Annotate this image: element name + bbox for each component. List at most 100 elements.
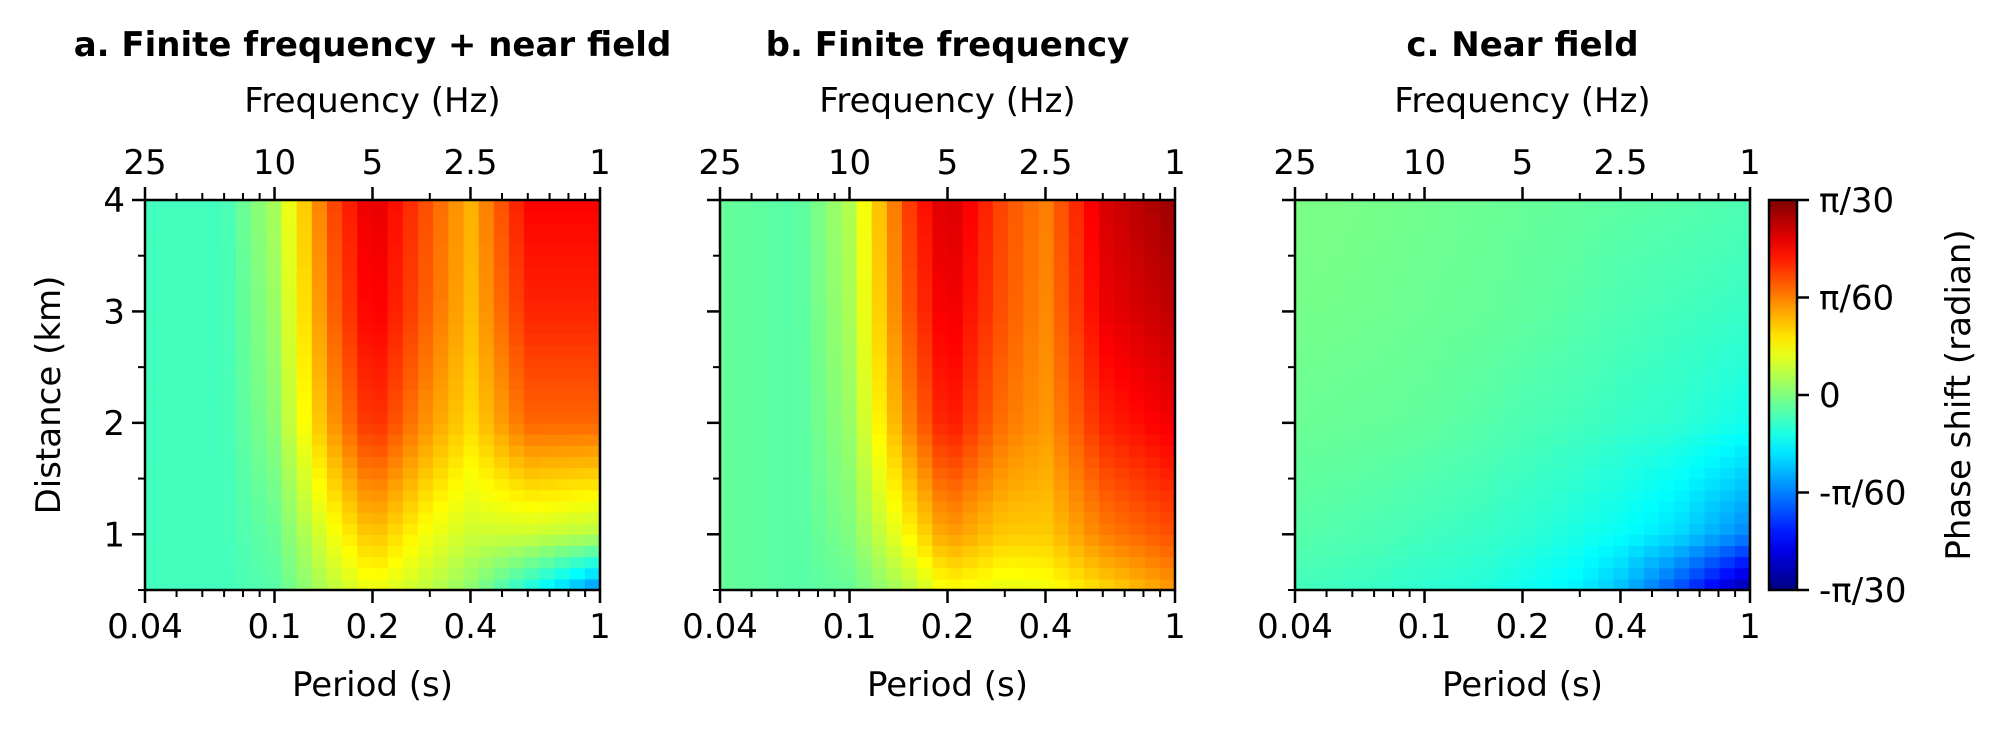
- heatmap-cell: [1310, 367, 1326, 379]
- heatmap-cell: [524, 478, 540, 491]
- heatmap-cell: [569, 400, 586, 413]
- heatmap-cell: [780, 567, 797, 580]
- heatmap-cell: [1084, 523, 1100, 535]
- heatmap-cell: [281, 545, 298, 558]
- heatmap-cell: [433, 244, 449, 257]
- heatmap-cell: [1719, 467, 1736, 480]
- heatmap-cell: [524, 333, 540, 346]
- heatmap-cell: [1340, 422, 1357, 435]
- heatmap-cell: [1144, 434, 1161, 446]
- heatmap-cell: [251, 222, 267, 235]
- heatmap-cell: [856, 545, 873, 558]
- heatmap-cell: [220, 266, 237, 279]
- heatmap-cell: [993, 356, 1009, 368]
- heatmap-cell: [1734, 545, 1751, 558]
- heatmap-cell: [478, 289, 495, 301]
- heatmap-cell: [841, 344, 858, 357]
- heatmap-cell: [1295, 489, 1311, 502]
- heatmap-cell: [1537, 422, 1554, 435]
- heatmap-cell: [584, 333, 601, 346]
- heatmap-cell: [1507, 356, 1524, 368]
- heatmap-cell: [1552, 422, 1569, 435]
- heatmap-cell: [160, 222, 176, 235]
- heatmap-cell: [1144, 278, 1161, 290]
- heatmap-cell: [311, 322, 328, 335]
- heatmap-cell: [190, 489, 207, 502]
- heatmap-cell: [478, 311, 495, 324]
- heatmap-cell: [1522, 311, 1539, 324]
- heatmap-cell: [1704, 456, 1721, 469]
- heatmap-cell: [1401, 478, 1417, 491]
- heatmap-cell: [1477, 233, 1493, 246]
- heatmap-cell: [720, 456, 736, 469]
- heatmap-cell: [856, 500, 873, 513]
- heatmap-cell: [841, 467, 858, 480]
- heatmap-cell: [1659, 255, 1675, 268]
- heatmap-cell: [463, 311, 480, 324]
- heatmap-cell: [1583, 356, 1599, 368]
- heatmap-cell: [205, 378, 222, 391]
- heatmap-cell: [856, 422, 873, 435]
- heatmap-cell: [765, 445, 782, 457]
- heatmap-cell: [811, 434, 827, 446]
- heatmap-cell: [1734, 478, 1751, 491]
- heatmap-cell: [463, 289, 480, 301]
- heatmap-cell: [145, 467, 161, 480]
- heatmap-cell: [1431, 333, 1448, 346]
- heatmap-cell: [1023, 322, 1040, 335]
- heatmap-cell: [1492, 356, 1508, 368]
- y-tick-label: 2: [103, 404, 125, 444]
- heatmap-cell: [1613, 467, 1630, 480]
- heatmap-cell: [977, 500, 994, 513]
- heatmap-cell: [236, 456, 252, 469]
- heatmap-cell: [1522, 233, 1539, 246]
- heatmap-cell: [1477, 200, 1493, 212]
- heatmap-cell: [236, 255, 252, 268]
- heatmap-cell: [750, 500, 767, 513]
- heatmap-cell: [1446, 467, 1463, 480]
- heatmap-cell: [463, 322, 480, 335]
- heatmap-cell: [205, 211, 222, 223]
- heatmap-cell: [1068, 266, 1085, 279]
- heatmap-cell: [493, 333, 510, 346]
- heatmap-cell: [418, 244, 434, 257]
- heatmap-cell: [1386, 211, 1402, 223]
- heatmap-cell: [357, 445, 374, 457]
- heatmap-cell: [387, 378, 404, 391]
- heatmap-cell: [539, 211, 556, 223]
- heatmap-cell: [1674, 456, 1690, 469]
- heatmap-cell: [387, 489, 404, 502]
- heatmap-cell: [1492, 289, 1508, 301]
- heatmap-cell: [418, 289, 434, 301]
- heatmap-cell: [1689, 255, 1706, 268]
- heatmap-cell: [448, 400, 465, 413]
- heatmap-cell: [1643, 400, 1660, 413]
- heatmap-cell: [160, 333, 176, 346]
- heatmap-cell: [1431, 311, 1448, 324]
- heatmap-cell: [1370, 367, 1387, 379]
- heatmap-cell: [1461, 567, 1478, 580]
- heatmap-cell: [1068, 344, 1085, 357]
- heatmap-cell: [145, 489, 161, 502]
- heatmap-cell: [886, 434, 903, 446]
- heatmap-cell: [1431, 378, 1448, 391]
- heatmap-cell: [1598, 367, 1615, 379]
- heatmap-cell: [1598, 545, 1615, 558]
- heatmap-cell: [1370, 233, 1387, 246]
- heatmap-cell: [584, 278, 601, 290]
- heatmap-cell: [372, 266, 389, 279]
- heatmap-cell: [1008, 344, 1024, 357]
- heatmap-cell: [1704, 289, 1721, 301]
- heatmap-cell: [236, 311, 252, 324]
- heatmap-cell: [841, 266, 858, 279]
- heatmap-cell: [1114, 534, 1131, 547]
- heatmap-cell: [1129, 300, 1146, 313]
- heatmap-cell: [372, 222, 389, 235]
- heatmap-cell: [372, 512, 389, 524]
- heatmap-cell: [811, 211, 827, 223]
- heatmap-cell: [387, 467, 404, 480]
- heatmap-cell: [765, 512, 782, 524]
- heatmap-cell: [1068, 534, 1085, 547]
- heatmap-cell: [1355, 255, 1372, 268]
- heatmap-cell: [1355, 233, 1372, 246]
